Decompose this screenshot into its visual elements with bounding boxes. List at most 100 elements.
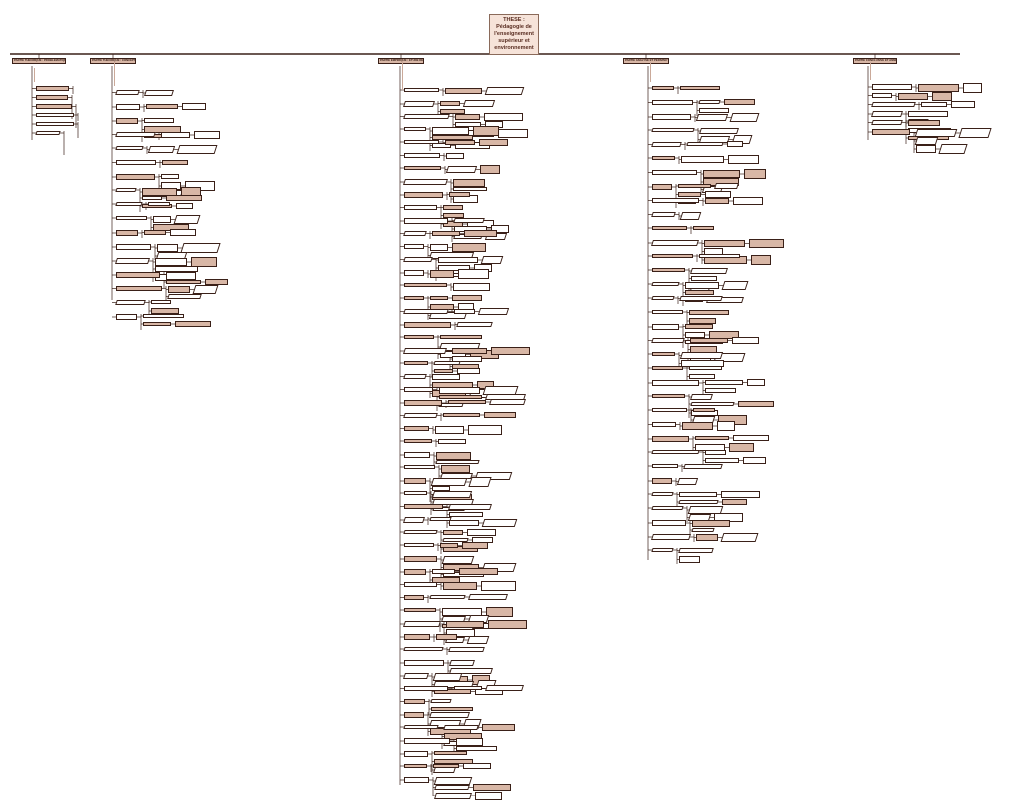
map-node[interactable]: [403, 673, 429, 679]
map-node[interactable]: [439, 395, 482, 399]
map-node[interactable]: [690, 402, 735, 406]
branch-header-b4[interactable]: PARTIE ANALYSE ET PERSPECTIVES: [623, 58, 669, 64]
map-node[interactable]: [430, 699, 452, 703]
map-node[interactable]: [652, 268, 685, 272]
map-node[interactable]: [404, 712, 424, 718]
map-node[interactable]: [871, 111, 903, 117]
map-node[interactable]: [432, 143, 451, 148]
map-node[interactable]: [446, 621, 484, 628]
map-node[interactable]: [436, 452, 471, 460]
map-node[interactable]: [434, 793, 472, 799]
map-node[interactable]: [651, 450, 700, 454]
map-node[interactable]: [651, 296, 675, 300]
branch-header-b2[interactable]: PARTIE THEORIQUE : CONCEPTS MOBILISES: [90, 58, 136, 64]
map-node[interactable]: [871, 120, 903, 125]
map-node[interactable]: [146, 104, 178, 109]
map-node[interactable]: [453, 218, 485, 223]
map-node[interactable]: [685, 282, 719, 289]
map-node[interactable]: [473, 784, 511, 791]
map-node[interactable]: [738, 401, 774, 407]
map-node[interactable]: [116, 230, 138, 236]
map-node[interactable]: [473, 126, 499, 136]
map-node[interactable]: [194, 131, 220, 139]
map-node[interactable]: [432, 135, 473, 140]
map-node[interactable]: [404, 166, 441, 170]
map-node[interactable]: [683, 464, 723, 469]
map-node[interactable]: [467, 529, 496, 536]
map-node[interactable]: [404, 127, 426, 131]
map-node[interactable]: [434, 369, 453, 373]
map-node[interactable]: [116, 118, 138, 124]
map-node[interactable]: [727, 141, 743, 147]
map-node[interactable]: [403, 517, 425, 523]
map-node[interactable]: [484, 87, 525, 95]
map-node[interactable]: [403, 348, 447, 354]
map-node[interactable]: [743, 457, 766, 464]
map-node[interactable]: [116, 244, 151, 250]
map-node[interactable]: [115, 300, 146, 305]
map-node[interactable]: [446, 153, 464, 159]
map-node[interactable]: [116, 160, 156, 165]
map-node[interactable]: [115, 132, 156, 137]
map-node[interactable]: [652, 352, 675, 356]
map-node[interactable]: [432, 231, 460, 236]
map-node[interactable]: [175, 321, 211, 327]
map-node[interactable]: [720, 533, 759, 542]
map-node[interactable]: [35, 131, 61, 135]
map-node[interactable]: [689, 310, 729, 315]
map-node[interactable]: [679, 212, 702, 220]
map-node[interactable]: [699, 128, 739, 134]
map-node[interactable]: [115, 188, 137, 192]
map-node[interactable]: [404, 582, 437, 587]
map-node[interactable]: [440, 335, 482, 339]
map-node[interactable]: [403, 114, 450, 119]
map-node[interactable]: [652, 310, 683, 314]
map-node[interactable]: [452, 356, 482, 362]
map-node[interactable]: [489, 399, 526, 405]
map-node[interactable]: [404, 283, 447, 287]
map-node[interactable]: [744, 169, 766, 179]
map-node[interactable]: [695, 114, 729, 121]
map-node[interactable]: [445, 140, 475, 145]
map-node[interactable]: [693, 408, 715, 412]
map-node[interactable]: [652, 520, 686, 526]
map-node[interactable]: [433, 764, 459, 768]
branch-header-b3[interactable]: PARTIE EMPIRIQUE : ETUDE DE TERRAIN: [378, 58, 424, 64]
map-node[interactable]: [705, 450, 726, 455]
map-node[interactable]: [468, 594, 508, 600]
map-node[interactable]: [452, 348, 487, 354]
map-node[interactable]: [403, 413, 438, 418]
map-node[interactable]: [749, 239, 784, 248]
map-node[interactable]: [36, 86, 69, 91]
map-node[interactable]: [404, 335, 434, 339]
map-node[interactable]: [453, 179, 485, 187]
map-node[interactable]: [651, 338, 685, 343]
map-node[interactable]: [182, 103, 206, 110]
map-node[interactable]: [481, 581, 516, 591]
map-node[interactable]: [162, 160, 188, 165]
map-node[interactable]: [404, 452, 430, 458]
map-node[interactable]: [652, 198, 699, 203]
map-node[interactable]: [403, 374, 427, 379]
map-node[interactable]: [452, 243, 486, 252]
map-node[interactable]: [403, 231, 427, 236]
map-node[interactable]: [951, 101, 975, 108]
map-node[interactable]: [652, 100, 693, 105]
map-node[interactable]: [682, 422, 713, 430]
map-node[interactable]: [116, 314, 137, 320]
map-node[interactable]: [921, 102, 947, 107]
map-node[interactable]: [452, 295, 482, 301]
map-node[interactable]: [468, 477, 492, 487]
map-node[interactable]: [403, 179, 448, 185]
map-node[interactable]: [115, 146, 144, 150]
map-node[interactable]: [463, 763, 491, 769]
map-node[interactable]: [403, 101, 435, 107]
map-node[interactable]: [404, 504, 443, 509]
map-node[interactable]: [690, 338, 728, 343]
map-node[interactable]: [432, 127, 469, 135]
map-node[interactable]: [404, 140, 439, 144]
map-node[interactable]: [161, 174, 179, 179]
map-node[interactable]: [151, 300, 171, 304]
map-node[interactable]: [703, 170, 740, 178]
map-node[interactable]: [485, 685, 524, 691]
